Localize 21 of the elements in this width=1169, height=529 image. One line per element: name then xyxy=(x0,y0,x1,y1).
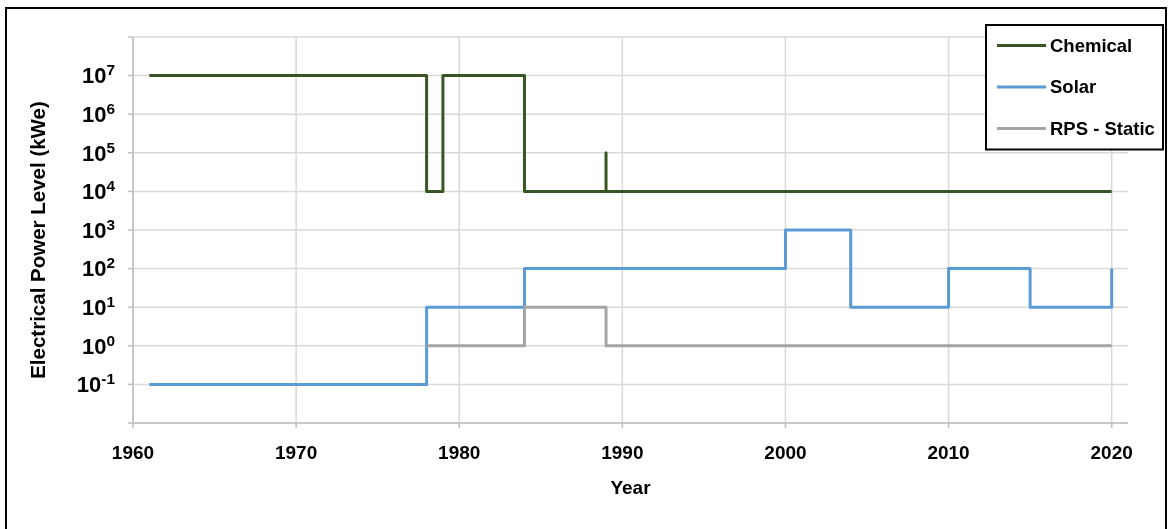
y-tick-label: 10$^{1}$ xyxy=(81,292,116,320)
x-tick-label: 1980 xyxy=(438,442,481,463)
x-tick-label: 1990 xyxy=(601,442,644,463)
y-tick-label: 10$^{5}$ xyxy=(81,138,116,166)
x-tick-label: 2010 xyxy=(927,442,970,463)
legend-label: Solar xyxy=(1050,76,1097,98)
x-tick-label: 2000 xyxy=(764,442,807,463)
legend-label: Chemical xyxy=(1050,34,1133,56)
x-tick-label: 1960 xyxy=(111,442,155,463)
y-axis-title: Electrical Power Level (kWe) xyxy=(26,101,49,379)
x-tick-label: 1970 xyxy=(274,442,318,463)
y-tick-label: 10$^{2}$ xyxy=(81,253,115,282)
y-tick-label: 10$^{-1}$ xyxy=(76,369,116,398)
x-tick-label: 2020 xyxy=(1090,442,1133,463)
y-tick-label: 10$^{6}$ xyxy=(81,99,115,127)
y-tick-label: 10$^{7}$ xyxy=(81,60,115,89)
y-tick-label: 10$^{0}$ xyxy=(81,331,115,359)
y-tick-label: 10$^{4}$ xyxy=(81,176,116,205)
x-axis-title: Year xyxy=(610,477,652,498)
legend-label: RPS - Static xyxy=(1050,117,1155,139)
y-tick-label: 10$^{3}$ xyxy=(81,215,115,243)
